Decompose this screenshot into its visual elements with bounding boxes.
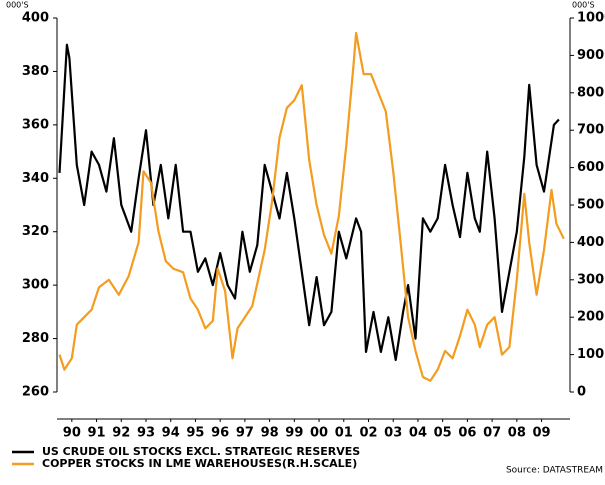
y2-tick-label: 200 (577, 310, 604, 325)
x-tick-label: 05 (434, 426, 452, 441)
y-tick-label: 280 (22, 331, 49, 346)
y-tick-label: 360 (22, 117, 49, 132)
legend-label: COPPER STOCKS IN LME WAREHOUSES(R.H.SCAL… (42, 457, 357, 470)
y2-tick-label: 700 (577, 123, 604, 138)
y2-tick-label: 300 (577, 272, 604, 287)
y-tick-label: 340 (22, 171, 49, 186)
x-tick-label: 04 (409, 426, 427, 441)
y-unit-label: 000'S (6, 1, 29, 10)
x-tick-label: 03 (384, 426, 402, 441)
y2-tick-label: 500 (577, 198, 604, 213)
y2-tick-label: 900 (577, 48, 604, 63)
y-tick-label: 260 (22, 385, 49, 400)
y-tick-label: 380 (22, 64, 49, 79)
y2-tick-label: 600 (577, 160, 604, 175)
x-tick-label: 94 (162, 426, 180, 441)
y2-tick-label: 0 (577, 385, 586, 400)
series-line (58, 31, 565, 382)
y2-unit-label: 000'S (572, 1, 595, 10)
y-tick-label: 400 (22, 11, 49, 26)
x-tick-label: 95 (186, 426, 204, 441)
y2-tick-label: 1000 (577, 11, 605, 26)
y2-tick-label: 800 (577, 85, 604, 100)
y-tick-label: 300 (22, 278, 49, 293)
x-tick-label: 06 (458, 426, 476, 441)
x-tick-label: 96 (211, 426, 229, 441)
source: Source: DATASTREAM (506, 466, 603, 476)
x-tick-label: 93 (137, 426, 155, 441)
x-tick-label: 09 (533, 426, 551, 441)
x-tick-label: 99 (285, 426, 303, 441)
series-line (58, 43, 560, 361)
x-tick-label: 91 (88, 426, 106, 441)
x-tick-label: 97 (236, 426, 254, 441)
y2-tick-label: 100 (577, 347, 604, 362)
x-tick-label: 00 (310, 426, 328, 441)
x-tick-label: 08 (508, 426, 526, 441)
legend-label: US CRUDE OIL STOCKS EXCL. STRATEGIC RESE… (42, 445, 360, 458)
x-tick-label: 92 (112, 426, 130, 441)
x-tick-label: 07 (483, 426, 501, 441)
x-tick-label: 01 (335, 426, 353, 441)
y-tick-label: 320 (22, 224, 49, 239)
x-tick-label: 90 (63, 426, 81, 441)
y2-tick-label: 400 (577, 235, 604, 250)
x-tick-label: 98 (261, 426, 279, 441)
x-tick-label: 02 (359, 426, 377, 441)
